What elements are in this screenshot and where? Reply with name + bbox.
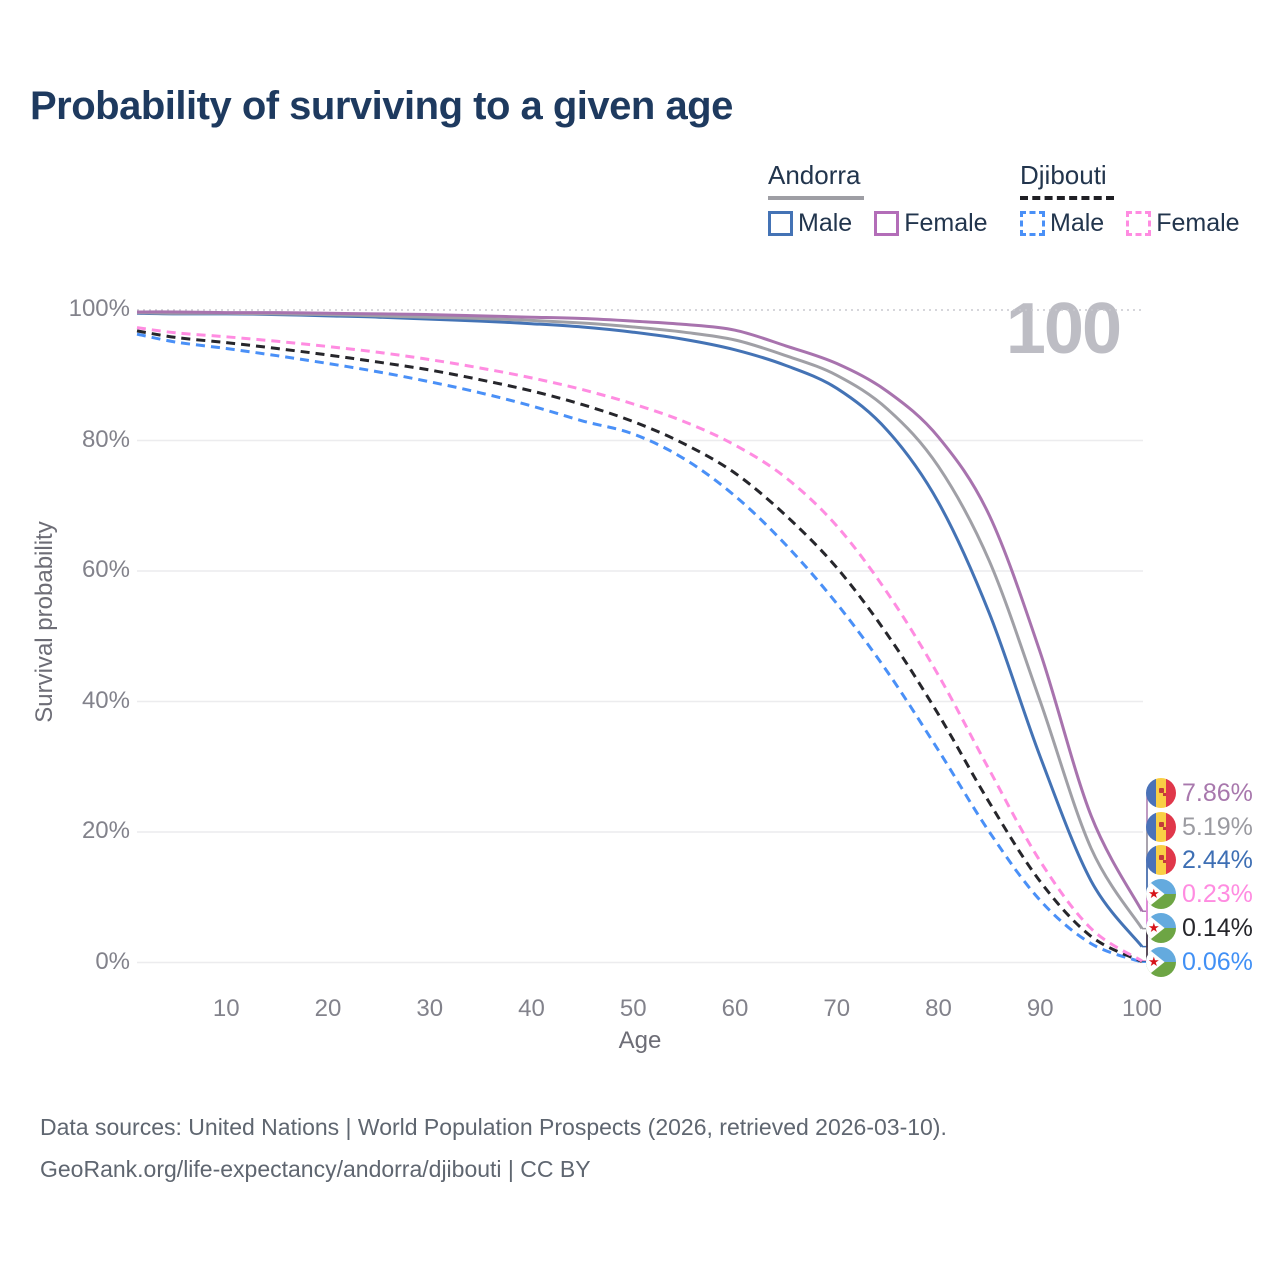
end-label-value: 5.19% <box>1182 812 1253 841</box>
x-tick-label: 90 <box>1026 995 1054 1022</box>
end-label-row: 0.23% <box>1146 879 1253 909</box>
end-label-row: 0.14% <box>1146 913 1253 943</box>
x-tick-label: 40 <box>518 995 545 1022</box>
y-tick-label: 20% <box>81 817 130 844</box>
legend-item-label: Female <box>904 209 988 237</box>
flag-andorra-icon <box>1146 778 1176 808</box>
flag-djibouti-icon <box>1146 879 1176 909</box>
series-line-djibouti-female <box>136 326 1143 963</box>
x-tick-label: 50 <box>619 995 647 1022</box>
x-tick-label: 20 <box>314 995 342 1022</box>
end-label-row: 2.44% <box>1146 845 1253 875</box>
y-axis-title: Survival probability <box>31 521 58 723</box>
y-tick-label: 60% <box>81 556 130 583</box>
flag-andorra-icon <box>1146 845 1176 875</box>
legend-item-andorra-male[interactable]: Male <box>768 209 852 238</box>
legend-swatch-icon <box>874 211 900 236</box>
flag-djibouti-icon <box>1146 913 1176 943</box>
legend-swatch-icon <box>1126 211 1152 236</box>
legend-country-djibouti: Djibouti <box>1020 160 1107 190</box>
end-label-row: 7.86% <box>1146 778 1253 808</box>
footer-sources-line: Data sources: United Nations | World Pop… <box>40 1114 947 1140</box>
end-label-value: 0.14% <box>1182 913 1253 942</box>
end-label-row: 0.06% <box>1146 947 1253 977</box>
legend-item-djibouti-female[interactable]: Female <box>1126 209 1240 238</box>
legend-group-djibouti: Djibouti Male Female <box>1020 160 1240 238</box>
x-tick-label: 70 <box>823 995 851 1022</box>
legend-item-label: Female <box>1156 209 1240 237</box>
page-title: Probability of surviving to a given age <box>30 84 733 128</box>
series-line-djibouti-all <box>136 329 1143 963</box>
x-tick-label: 100 <box>1121 995 1163 1022</box>
legend-swatch-icon <box>1020 211 1045 236</box>
x-axis-title: Age <box>618 1027 662 1054</box>
legend-item-andorra-female[interactable]: Female <box>874 209 988 238</box>
y-tick-label: 0% <box>95 947 130 975</box>
legend-item-label: Male <box>1050 209 1105 237</box>
y-tick-label: 80% <box>81 425 130 453</box>
hover-age-watermark: 100 <box>1005 289 1122 369</box>
legend-item-label: Male <box>798 209 853 237</box>
footer-attribution-line: GeoRank.org/life-expectancy/andorra/djib… <box>40 1156 591 1182</box>
end-label-value: 2.44% <box>1182 845 1253 874</box>
legend-swatch-icon <box>768 211 793 236</box>
series-line-djibouti-male <box>136 332 1143 964</box>
y-tick-label: 40% <box>81 686 130 714</box>
legend-items-andorra: Male Female <box>768 209 988 238</box>
end-label-row: 5.19% <box>1146 812 1253 842</box>
x-tick-label: 10 <box>212 995 240 1022</box>
x-tick-label: 80 <box>925 995 952 1022</box>
legend-group-andorra: Andorra Male Female <box>768 160 988 238</box>
flag-djibouti-icon <box>1146 947 1176 977</box>
y-tick-label: 100% <box>68 295 130 322</box>
series-line-andorra-female <box>136 310 1144 912</box>
end-label-value: 0.23% <box>1182 879 1253 908</box>
x-tick-label: 60 <box>721 995 749 1022</box>
legend-country-andorra: Andorra <box>768 160 861 190</box>
legend-solid-rule <box>768 196 864 200</box>
end-label-value: 0.06% <box>1182 947 1253 976</box>
end-label-value: 7.86% <box>1182 778 1253 807</box>
x-tick-label: 30 <box>416 995 444 1022</box>
legend-items-djibouti: Male Female <box>1020 209 1240 238</box>
flag-andorra-icon <box>1146 812 1176 842</box>
series-line-andorra-male <box>136 311 1144 948</box>
data-sources-footer: Data sources: United Nations | World Pop… <box>40 1106 947 1190</box>
legend-item-djibouti-male[interactable]: Male <box>1020 209 1104 238</box>
legend-dashed-rule <box>1020 196 1114 200</box>
